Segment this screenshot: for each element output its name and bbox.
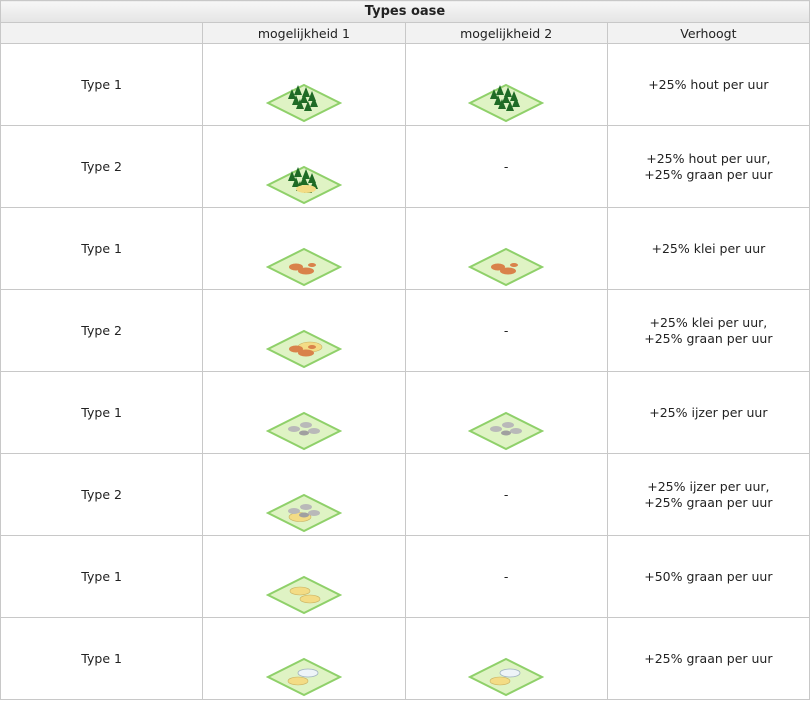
oasis-type-label: Type 2 xyxy=(0,453,204,536)
oasis-type-label: Type 1 xyxy=(0,43,204,126)
wheat-oasis-icon xyxy=(203,575,404,615)
header-increases: Verhoogt xyxy=(606,22,810,44)
oasis-image-cell xyxy=(202,289,406,372)
bonus-text: +25% klei per uur xyxy=(651,240,766,256)
bonus-cell: +50% graan per uur xyxy=(606,535,810,618)
oasis-image-cell xyxy=(404,207,608,290)
oasis-type-label: Type 2 xyxy=(0,125,204,208)
oasis-image-cell xyxy=(202,453,406,536)
bonus-text: +25% hout per uur xyxy=(648,76,769,92)
header-empty xyxy=(0,22,204,44)
no-option-dash: - xyxy=(404,453,608,536)
bonus-text: +25% ijzer per uur, xyxy=(647,478,770,494)
table-caption: Types oase xyxy=(0,0,810,23)
bonus-text: +25% graan per uur xyxy=(644,166,773,182)
bonus-text: +25% graan per uur xyxy=(644,650,773,666)
lake-wheat-oasis-icon xyxy=(203,657,404,697)
clay-wheat-oasis-icon xyxy=(203,329,404,369)
oasis-type-label: Type 1 xyxy=(0,207,204,290)
oasis-image-cell xyxy=(404,43,608,126)
table-row: Type 2- +25% klei per uur, +25% graan per … xyxy=(0,289,810,372)
oasis-image-cell xyxy=(202,371,406,454)
bonus-text: +25% klei per uur, xyxy=(649,314,768,330)
header-row: mogelijkheid 1 mogelijkheid 2 Verhoogt xyxy=(0,22,810,44)
header-option-1: mogelijkheid 1 xyxy=(202,22,406,44)
oasis-image-cell xyxy=(202,125,406,208)
bonus-cell: +25% klei per uur xyxy=(606,207,810,290)
clay-oasis-icon xyxy=(203,247,404,287)
oasis-image-cell xyxy=(202,207,406,290)
oasis-image-cell xyxy=(202,617,406,700)
oasis-type-label: Type 1 xyxy=(0,371,204,454)
bonus-cell: +25% klei per uur, +25% graan per uur xyxy=(606,289,810,372)
no-option-dash: - xyxy=(404,289,608,372)
header-option-2: mogelijkheid 2 xyxy=(404,22,608,44)
oasis-type-label: Type 1 xyxy=(0,617,204,700)
oasis-type-label: Type 1 xyxy=(0,535,204,618)
bonus-text: +50% graan per uur xyxy=(644,568,773,584)
oasis-image-cell xyxy=(404,617,608,700)
table-row: Type 1 +25% ijzer per uur xyxy=(0,371,810,454)
oasis-image-cell xyxy=(202,43,406,126)
bonus-text: +25% hout per uur, xyxy=(646,150,771,166)
forest-wheat-oasis-icon xyxy=(203,165,404,205)
oasis-image-cell xyxy=(404,371,608,454)
table-row: Type 2- +25% ijzer per uur, +25% graan per… xyxy=(0,453,810,536)
iron-oasis-icon xyxy=(406,411,607,451)
table-row: Type 1 - +50% graan per uur xyxy=(0,535,810,618)
oasis-type-label: Type 2 xyxy=(0,289,204,372)
clay-oasis-icon xyxy=(406,247,607,287)
bonus-cell: +25% graan per uur xyxy=(606,617,810,700)
bonus-cell: +25% ijzer per uur xyxy=(606,371,810,454)
table-row: Type 2- +25% hout per uur, +25% graan per … xyxy=(0,125,810,208)
bonus-cell: +25% hout per uur xyxy=(606,43,810,126)
bonus-text: +25% ijzer per uur xyxy=(649,404,768,420)
iron-oasis-icon xyxy=(203,411,404,451)
oasis-image-cell xyxy=(202,535,406,618)
no-option-dash: - xyxy=(404,125,608,208)
table-row: Type 1 +25% klei per uur xyxy=(0,207,810,290)
forest-oasis-icon xyxy=(406,83,607,123)
table-row: Type 1 +25% graan per uur xyxy=(0,617,810,700)
no-option-dash: - xyxy=(404,535,608,618)
bonus-text: +25% graan per uur xyxy=(644,494,773,510)
bonus-text: +25% graan per uur xyxy=(644,330,773,346)
bonus-cell: +25% ijzer per uur, +25% graan per uur xyxy=(606,453,810,536)
bonus-cell: +25% hout per uur, +25% graan per uur xyxy=(606,125,810,208)
table-row: Type 1 +25% hout per uur xyxy=(0,43,810,126)
forest-oasis-icon xyxy=(203,83,404,123)
iron-wheat-oasis-icon xyxy=(203,493,404,533)
lake-wheat-oasis-icon xyxy=(406,657,607,697)
